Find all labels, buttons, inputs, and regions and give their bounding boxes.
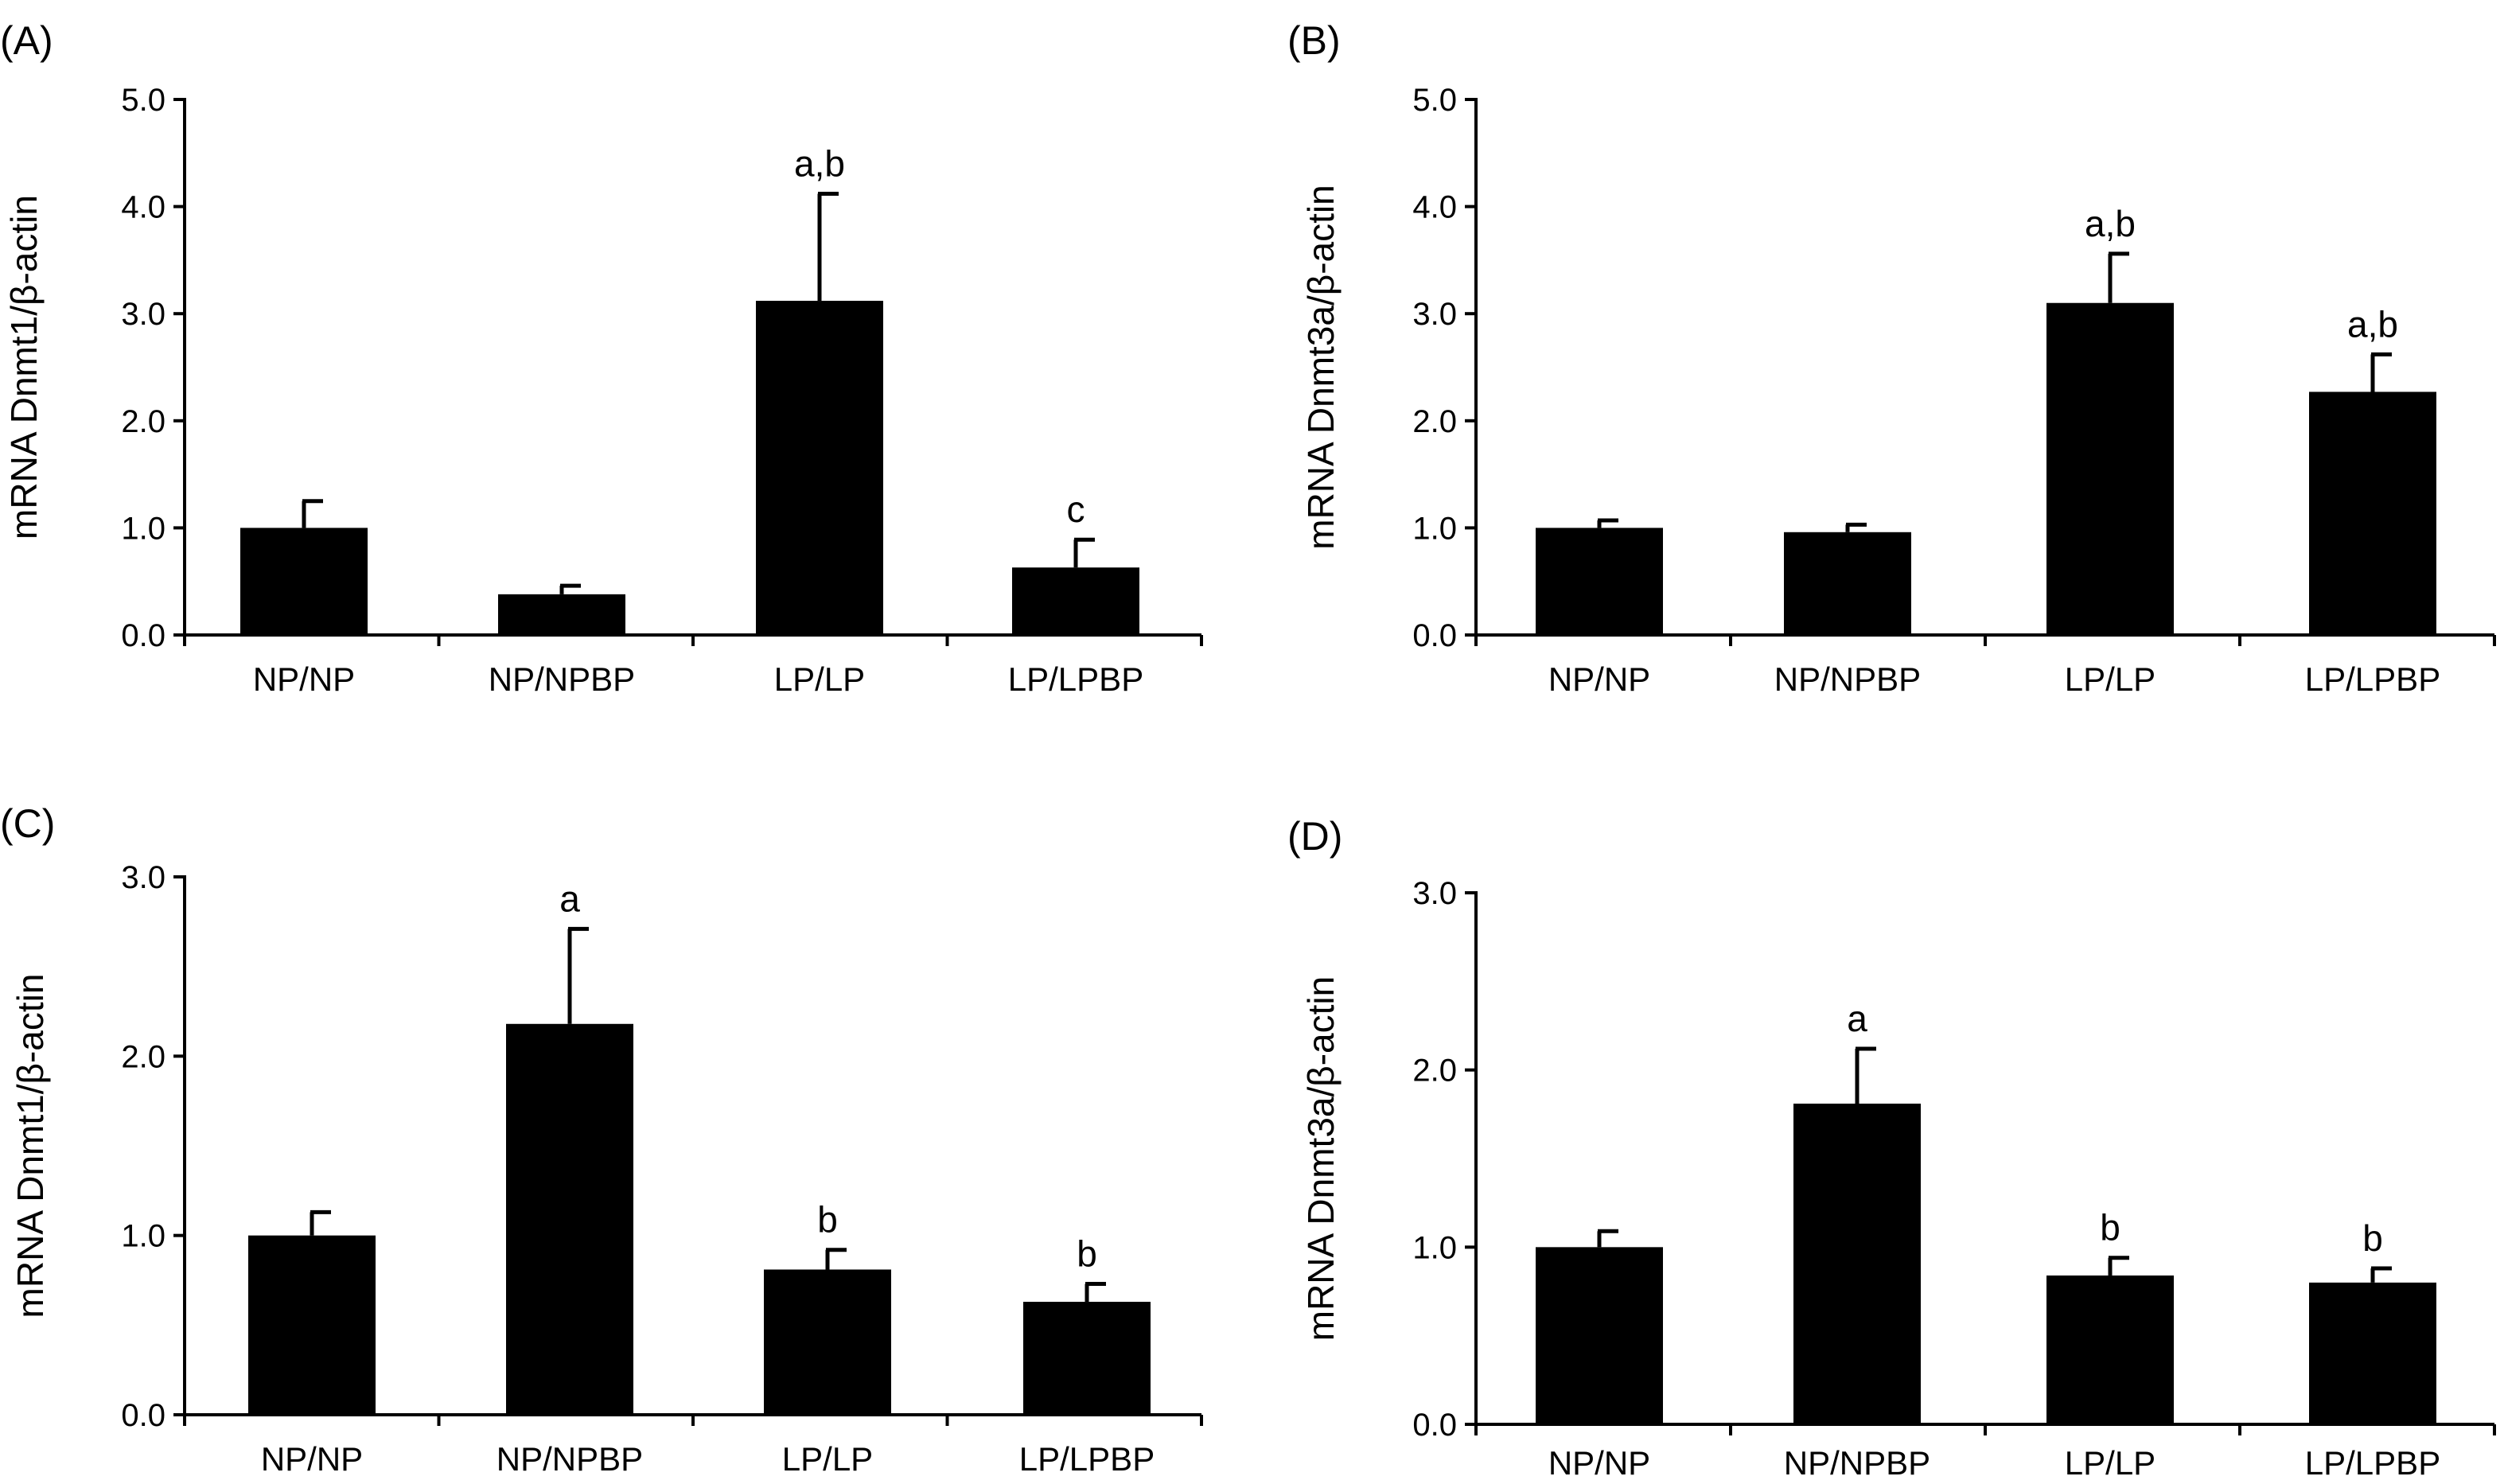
- x-category-label: LP/LPBP: [1019, 1440, 1155, 1478]
- bar: [2309, 391, 2436, 635]
- x-category-label: LP/LPBP: [1008, 660, 1143, 698]
- x-category-label: NP/NP: [1548, 1444, 1650, 1482]
- y-axis-label: mRNA Dnmt1/β-actin: [3, 195, 45, 539]
- bar: [240, 528, 368, 635]
- panel-label: (B): [1287, 18, 1341, 63]
- x-category-label: LP/LPBP: [2305, 1444, 2440, 1482]
- y-axis-label: mRNA Dnmt1/β-actin: [10, 974, 51, 1318]
- panel-label: (D): [1287, 814, 1342, 859]
- y-axis-label: mRNA Dnmt3a/β-actin: [1300, 976, 1342, 1341]
- y-tick-label: 5.0: [1412, 83, 1457, 118]
- x-category-label: NP/NP: [261, 1440, 363, 1478]
- y-tick-label: 1.0: [121, 1219, 166, 1254]
- significance-label: c: [1067, 489, 1085, 530]
- bar: [2046, 302, 2174, 635]
- bar: [2046, 1275, 2174, 1424]
- x-category-label: NP/NPBP: [497, 1440, 643, 1478]
- y-tick-label: 3.0: [1412, 876, 1457, 911]
- y-tick-label: 2.0: [121, 1039, 166, 1074]
- x-category-label: LP/LPBP: [2305, 660, 2440, 698]
- x-category-label: NP/NP: [1548, 660, 1650, 698]
- x-category-label: NP/NP: [253, 660, 355, 698]
- y-tick-label: 3.0: [121, 297, 166, 332]
- y-axis-label: mRNA Dnmt3a/β-actin: [1300, 185, 1342, 549]
- bar: [2309, 1282, 2436, 1424]
- significance-label: a,b: [794, 142, 845, 184]
- significance-label: b: [1077, 1233, 1097, 1275]
- significance-label: b: [2362, 1217, 2383, 1259]
- y-tick-label: 0.0: [121, 618, 166, 653]
- x-category-label: LP/LP: [774, 660, 865, 698]
- x-category-label: NP/NPBP: [1784, 1444, 1930, 1482]
- bar: [1023, 1302, 1151, 1415]
- significance-label: a: [1847, 998, 1867, 1039]
- panel-label: (C): [0, 801, 55, 846]
- y-tick-label: 0.0: [1412, 618, 1457, 653]
- y-tick-label: 2.0: [1412, 404, 1457, 439]
- bar: [756, 301, 883, 635]
- significance-label: a,b: [2347, 303, 2398, 345]
- y-tick-label: 2.0: [1412, 1054, 1457, 1089]
- significance-label: a,b: [2085, 203, 2136, 244]
- y-tick-label: 2.0: [121, 404, 166, 439]
- significance-label: b: [2100, 1207, 2120, 1248]
- bar: [248, 1235, 376, 1415]
- x-category-label: LP/LP: [2065, 1444, 2155, 1482]
- significance-label: a: [559, 878, 580, 919]
- y-tick-label: 3.0: [121, 860, 166, 895]
- bar: [1793, 1103, 1921, 1424]
- y-tick-label: 1.0: [1412, 1230, 1457, 1265]
- y-tick-label: 4.0: [1412, 190, 1457, 225]
- panel-label: (A): [0, 18, 53, 63]
- bar: [1012, 567, 1139, 635]
- y-tick-label: 1.0: [121, 511, 166, 546]
- bar: [1536, 1247, 1663, 1424]
- bar: [1536, 528, 1663, 635]
- bar: [764, 1269, 891, 1415]
- y-tick-label: 5.0: [121, 83, 166, 118]
- bar: [1784, 532, 1911, 635]
- significance-label: b: [817, 1199, 838, 1241]
- y-tick-label: 0.0: [121, 1398, 166, 1433]
- y-tick-label: 0.0: [1412, 1408, 1457, 1443]
- x-category-label: NP/NPBP: [489, 660, 635, 698]
- y-tick-label: 3.0: [1412, 297, 1457, 332]
- x-category-label: NP/NPBP: [1774, 660, 1921, 698]
- bar: [506, 1023, 633, 1415]
- bar: [498, 594, 625, 635]
- y-tick-label: 1.0: [1412, 511, 1457, 546]
- y-tick-label: 4.0: [121, 190, 166, 225]
- x-category-label: LP/LP: [782, 1440, 873, 1478]
- x-category-label: LP/LP: [2065, 660, 2155, 698]
